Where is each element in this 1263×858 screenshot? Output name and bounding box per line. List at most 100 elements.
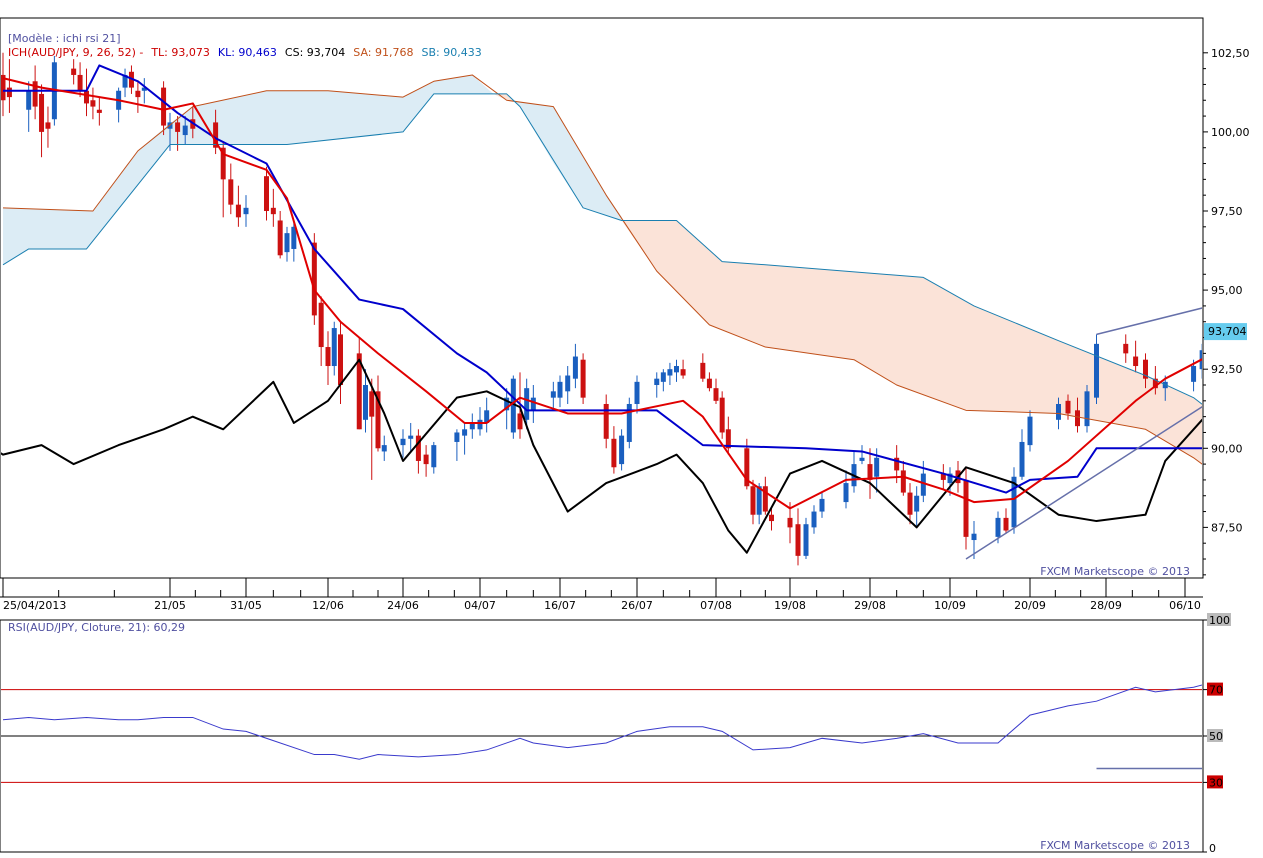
- candle: [325, 331, 331, 386]
- rsi-panel[interactable]: RSI(AUD/JPY, Cloture, 21): 60,29 FXCM Ma…: [0, 619, 1251, 853]
- candle: [907, 483, 913, 525]
- candle-body: [325, 347, 331, 367]
- candle: [914, 486, 920, 528]
- candle-body: [32, 81, 38, 107]
- candle: [550, 381, 556, 411]
- candle: [674, 359, 679, 382]
- candle: [338, 321, 343, 404]
- candle: [235, 185, 241, 227]
- candle-body: [220, 147, 226, 180]
- trendline: [965, 405, 1202, 560]
- candle: [431, 441, 437, 474]
- candle-body: [270, 207, 276, 215]
- legend-item: SB: 90,433: [422, 46, 482, 59]
- candle-body: [213, 122, 219, 148]
- date-tick-label: 24/06: [387, 599, 419, 612]
- candle: [277, 210, 283, 259]
- main-panel[interactable]: [Modèle : ichi rsi 21] ICH(AUD/JPY, 9, 2…: [0, 17, 1263, 579]
- candle: [971, 521, 977, 560]
- candle-body: [787, 517, 793, 528]
- candle: [626, 397, 632, 449]
- candle: [182, 116, 188, 145]
- rsi-tick-label: 70: [1209, 684, 1223, 697]
- candle-body: [744, 448, 750, 487]
- candle: [331, 321, 337, 376]
- date-tick-label: 12/06: [312, 599, 344, 612]
- candle: [1084, 385, 1090, 433]
- candle: [26, 81, 32, 132]
- candle: [947, 467, 953, 496]
- candle-body: [1094, 343, 1099, 398]
- candle-body: [6, 87, 12, 98]
- candle-body: [291, 226, 297, 249]
- date-tick-label: 06/10: [1169, 599, 1201, 612]
- chikou-span-line: [1, 358, 1202, 554]
- candle-body: [1191, 366, 1197, 382]
- rsi-tick-label: 0: [1209, 842, 1216, 854]
- candle-body: [504, 397, 510, 411]
- candle: [940, 464, 946, 490]
- candle-body: [135, 90, 141, 98]
- candle: [415, 429, 421, 474]
- candle-body: [843, 483, 849, 503]
- candle-body: [654, 378, 660, 386]
- candle: [84, 68, 89, 117]
- candle: [454, 429, 460, 461]
- candle-body: [756, 486, 762, 515]
- candle-body: [660, 372, 666, 382]
- price-tick-label: 92,50: [1211, 363, 1243, 376]
- candle-body: [243, 207, 249, 215]
- candle-body: [431, 445, 437, 468]
- date-tick-label: 10/09: [934, 599, 966, 612]
- candle: [1075, 397, 1080, 433]
- candle-body: [369, 391, 375, 417]
- candle-body: [713, 388, 719, 401]
- candle-body: [26, 90, 32, 110]
- candle: [867, 448, 873, 499]
- candle-body: [1, 74, 6, 101]
- rsi-tick-label: 30: [1209, 776, 1223, 789]
- candle-body: [235, 204, 241, 218]
- candle-body: [1075, 410, 1080, 427]
- candle: [795, 508, 801, 566]
- candle: [1143, 353, 1148, 389]
- candle-body: [750, 486, 756, 515]
- candle-body: [580, 359, 586, 398]
- candle: [1003, 508, 1009, 534]
- candle: [469, 413, 475, 439]
- cloud-segment: [513, 101, 622, 221]
- candle: [510, 375, 516, 439]
- candle: [619, 429, 625, 471]
- candle-body: [947, 473, 953, 484]
- candle: [900, 460, 906, 496]
- candle: [363, 369, 368, 433]
- candle: [228, 163, 234, 215]
- candle: [423, 445, 429, 477]
- date-tick-label: 26/07: [621, 599, 653, 612]
- candle-body: [894, 457, 900, 471]
- candle-body: [550, 391, 556, 398]
- candle-body: [1019, 441, 1025, 477]
- price-axis: 102,50 100,00 97,50 95,00 92,50 90,00 87,50: [1202, 18, 1250, 578]
- candle-body: [141, 87, 147, 91]
- candle: [284, 226, 290, 262]
- candle: [557, 375, 563, 408]
- candle-body: [356, 353, 362, 430]
- candle: [175, 116, 181, 151]
- candle: [270, 188, 276, 227]
- candle: [400, 429, 406, 458]
- candle-body: [228, 179, 234, 205]
- candle-body: [762, 486, 768, 512]
- rsi-level-label-bg: [1207, 729, 1223, 742]
- candle: [122, 68, 128, 98]
- candle-body: [122, 74, 128, 88]
- candle-body: [565, 375, 571, 392]
- candle-body: [175, 122, 181, 132]
- candle: [264, 166, 269, 221]
- senkou-span-a-line: [2, 74, 1202, 465]
- candle: [1094, 334, 1099, 404]
- date-tick-label: 25/04/2013: [3, 599, 66, 612]
- date-tick-label: 16/07: [544, 599, 576, 612]
- candle: [580, 353, 586, 404]
- candle-body: [161, 87, 167, 126]
